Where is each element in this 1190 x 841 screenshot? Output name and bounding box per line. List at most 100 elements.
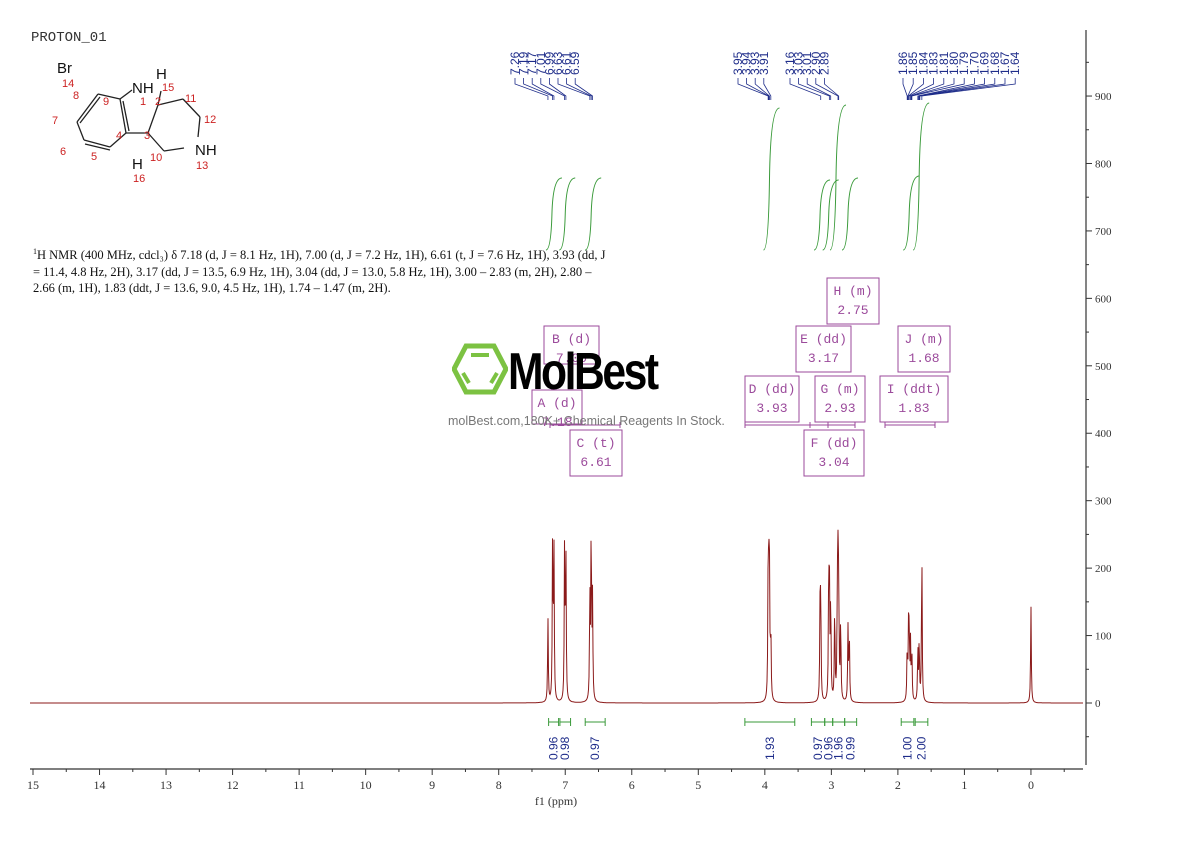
svg-text:6.63: 6.63 bbox=[551, 51, 565, 75]
svg-text:600: 600 bbox=[1095, 293, 1112, 305]
svg-text:0: 0 bbox=[1028, 778, 1034, 792]
nmr-description: 1H NMR (400 MHz, cdcl₃) δ 7.18 (d, J = 8… bbox=[33, 247, 606, 296]
svg-text:12: 12 bbox=[204, 114, 216, 126]
svg-text:4: 4 bbox=[116, 130, 122, 142]
svg-text:7.00: 7.00 bbox=[556, 351, 587, 366]
svg-text:13: 13 bbox=[160, 778, 172, 792]
svg-text:9: 9 bbox=[429, 778, 435, 792]
multiplet-annotations: A (d) 7.18 B (d) 7.00 C (t) 6.61 D (dd) 3.93 E (… bbox=[531, 277, 951, 477]
svg-text:200: 200 bbox=[1095, 563, 1112, 575]
watermark-tagline: molBest.com,180K+ Chemical Reagents In S… bbox=[448, 414, 725, 428]
svg-text:0.97: 0.97 bbox=[811, 736, 825, 760]
svg-text:11: 11 bbox=[185, 93, 196, 105]
svg-text:7.19: 7.19 bbox=[517, 51, 531, 75]
svg-text:2.75: 2.75 bbox=[837, 303, 868, 318]
svg-text:1.86: 1.86 bbox=[896, 51, 910, 75]
svg-text:3.17: 3.17 bbox=[808, 351, 839, 366]
svg-text:G (m): G (m) bbox=[820, 382, 859, 397]
molbest-logo-icon bbox=[452, 343, 508, 395]
svg-text:14: 14 bbox=[94, 778, 106, 792]
svg-text:3.01: 3.01 bbox=[800, 51, 814, 75]
svg-text:1.64: 1.64 bbox=[1008, 51, 1022, 75]
svg-text:9: 9 bbox=[103, 96, 109, 108]
atom-nh13: NH bbox=[195, 142, 217, 159]
svg-text:5: 5 bbox=[91, 151, 97, 163]
svg-text:700: 700 bbox=[1095, 226, 1112, 238]
svg-text:0.98: 0.98 bbox=[558, 736, 572, 760]
svg-text:6.59: 6.59 bbox=[568, 51, 582, 75]
svg-text:1.83: 1.83 bbox=[927, 51, 941, 75]
svg-text:1.70: 1.70 bbox=[967, 51, 981, 75]
svg-text:3.95: 3.95 bbox=[731, 51, 745, 75]
spectrum-trace bbox=[30, 529, 1083, 704]
svg-text:0.96: 0.96 bbox=[822, 736, 836, 760]
svg-text:7: 7 bbox=[562, 778, 568, 792]
svg-text:800: 800 bbox=[1095, 158, 1112, 170]
svg-text:8: 8 bbox=[73, 90, 79, 102]
spectrum-title: PROTON_01 bbox=[31, 30, 107, 46]
svg-text:12: 12 bbox=[227, 778, 239, 792]
svg-text:J (m): J (m) bbox=[904, 332, 943, 347]
atom-h16: H bbox=[132, 156, 143, 173]
peak-labels: 7.267.197.177.016.996.636.616.59 3.953.94… bbox=[508, 51, 1022, 100]
atom-nh1: NH bbox=[132, 80, 154, 97]
svg-text:3.93: 3.93 bbox=[748, 51, 762, 75]
svg-text:B (d): B (d) bbox=[552, 332, 591, 347]
svg-text:15: 15 bbox=[27, 778, 39, 792]
svg-text:2: 2 bbox=[895, 778, 901, 792]
svg-text:1.83: 1.83 bbox=[898, 401, 929, 416]
svg-text:100: 100 bbox=[1095, 631, 1112, 643]
svg-text:1.80: 1.80 bbox=[947, 51, 961, 75]
svg-text:A (d): A (d) bbox=[537, 396, 576, 411]
svg-text:1.96: 1.96 bbox=[832, 736, 846, 760]
svg-text:F (dd): F (dd) bbox=[811, 436, 858, 451]
svg-text:5: 5 bbox=[695, 778, 701, 792]
svg-text:4: 4 bbox=[762, 778, 768, 792]
svg-text:400: 400 bbox=[1095, 428, 1112, 440]
svg-text:16: 16 bbox=[133, 173, 145, 185]
svg-text:E (dd): E (dd) bbox=[800, 332, 847, 347]
svg-text:1.81: 1.81 bbox=[937, 51, 951, 75]
svg-text:1.00: 1.00 bbox=[901, 736, 915, 760]
svg-text:10: 10 bbox=[150, 152, 162, 164]
svg-text:0: 0 bbox=[1095, 698, 1101, 710]
svg-text:1: 1 bbox=[961, 778, 967, 792]
svg-text:2: 2 bbox=[155, 96, 161, 108]
svg-text:I (ddt): I (ddt) bbox=[887, 382, 942, 397]
svg-text:2.89: 2.89 bbox=[817, 51, 831, 75]
svg-text:3.91: 3.91 bbox=[757, 51, 771, 75]
svg-text:3.94: 3.94 bbox=[740, 51, 754, 75]
svg-text:13: 13 bbox=[196, 160, 208, 172]
svg-text:1.67: 1.67 bbox=[998, 51, 1012, 75]
svg-text:3.93: 3.93 bbox=[756, 401, 787, 416]
svg-text:7.01: 7.01 bbox=[534, 51, 548, 75]
svg-text:D (dd): D (dd) bbox=[749, 382, 796, 397]
svg-text:1.93: 1.93 bbox=[763, 736, 777, 760]
atom-br: Br bbox=[57, 60, 72, 77]
svg-text:2.90: 2.90 bbox=[809, 51, 823, 75]
svg-text:0.99: 0.99 bbox=[844, 736, 858, 760]
molecule-structure: Br NH H NH H 14 1 15 13 16 2 3 4 5 6 7 8… bbox=[52, 60, 217, 185]
svg-text:3.16: 3.16 bbox=[783, 51, 797, 75]
svg-text:6: 6 bbox=[60, 146, 66, 158]
svg-text:1.68: 1.68 bbox=[988, 51, 1002, 75]
svg-text:11: 11 bbox=[293, 778, 305, 792]
svg-text:6.61: 6.61 bbox=[580, 455, 611, 470]
svg-text:1.84: 1.84 bbox=[916, 51, 930, 75]
svg-text:7.18: 7.18 bbox=[541, 415, 572, 430]
svg-text:6.99: 6.99 bbox=[542, 51, 556, 75]
svg-text:f1 (ppm): f1 (ppm) bbox=[535, 794, 577, 808]
atom-h15: H bbox=[156, 66, 167, 83]
svg-text:0.96: 0.96 bbox=[547, 736, 561, 760]
svg-text:7.17: 7.17 bbox=[525, 51, 539, 75]
svg-text:C (t): C (t) bbox=[576, 436, 615, 451]
svg-text:10: 10 bbox=[360, 778, 372, 792]
svg-text:14: 14 bbox=[62, 78, 74, 90]
svg-text:8: 8 bbox=[496, 778, 502, 792]
svg-text:1: 1 bbox=[140, 96, 146, 108]
svg-text:3: 3 bbox=[828, 778, 834, 792]
integral-curves bbox=[545, 102, 930, 251]
svg-text:7: 7 bbox=[52, 115, 58, 127]
integral-values: 0.960.98 0.97 1.93 0.970.961.960.99 1.00 2.00 bbox=[547, 718, 929, 760]
svg-text:6.61: 6.61 bbox=[560, 51, 574, 75]
